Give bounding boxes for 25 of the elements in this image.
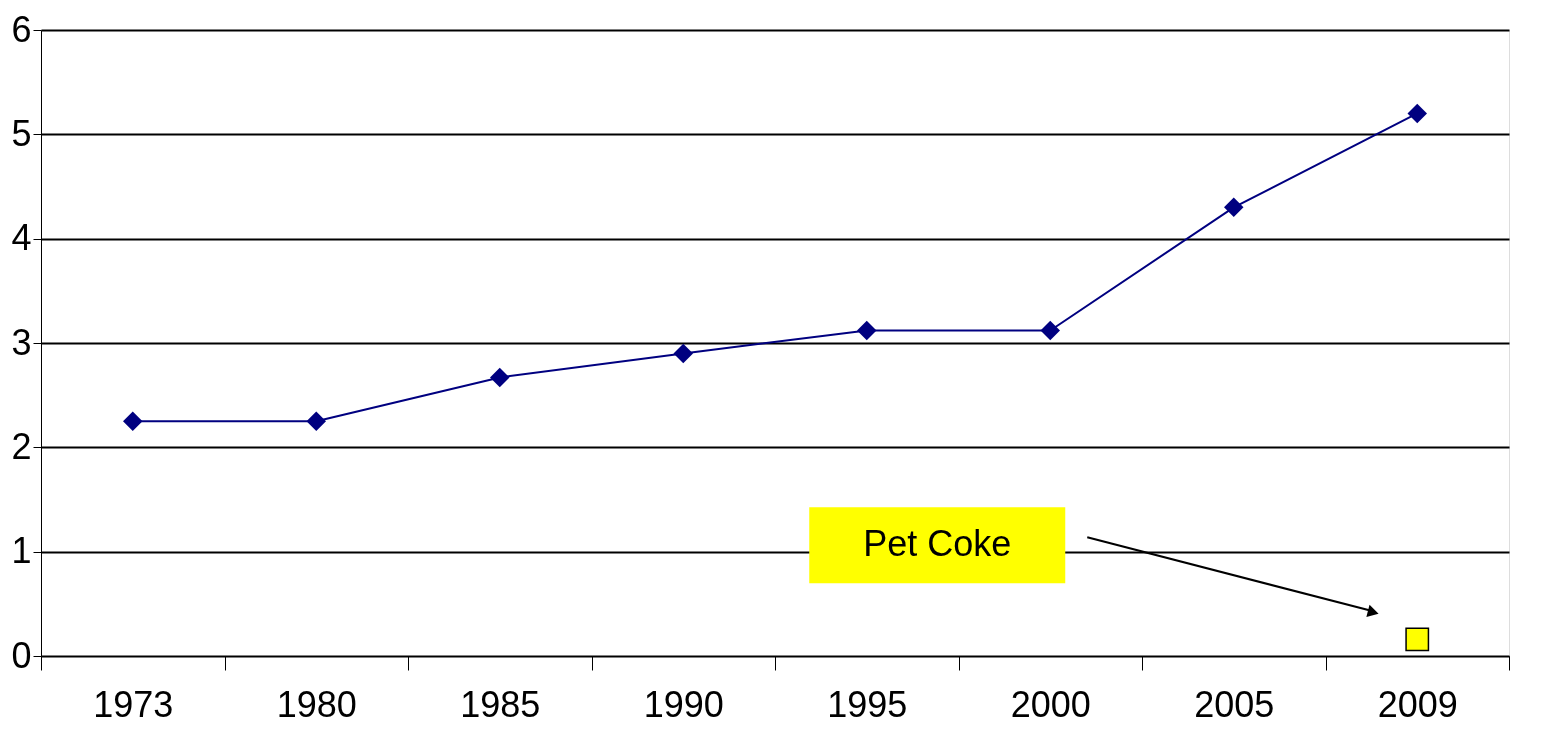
point <box>1407 103 1427 124</box>
point <box>1040 320 1060 341</box>
point <box>123 411 143 431</box>
x-tick-label: 1973 <box>93 683 174 725</box>
x-tick-label: 1985 <box>460 683 541 725</box>
y-tick-label: 0 <box>11 634 32 676</box>
x-tick-label: 2000 <box>1010 683 1091 725</box>
point <box>306 411 326 431</box>
point <box>857 320 877 341</box>
y-tick-label: 2 <box>11 425 32 467</box>
y-tick-label: 6 <box>11 8 32 50</box>
point <box>1224 197 1244 218</box>
y-tick-label: 1 <box>11 530 32 572</box>
point <box>1405 627 1430 652</box>
annotation: Pet Coke <box>863 523 1012 565</box>
x-tick-label: 2009 <box>1377 683 1458 725</box>
y-tick-label: 3 <box>11 321 32 363</box>
y-tick-label: 4 <box>11 217 32 259</box>
x-tick-label: 2005 <box>1194 683 1275 725</box>
x-tick-label: 1990 <box>643 683 724 725</box>
point <box>673 343 693 364</box>
point <box>490 367 510 388</box>
x-tick-label: 1980 <box>276 683 357 725</box>
x-tick-label: 1995 <box>827 683 908 725</box>
y-tick-label: 5 <box>11 112 32 154</box>
